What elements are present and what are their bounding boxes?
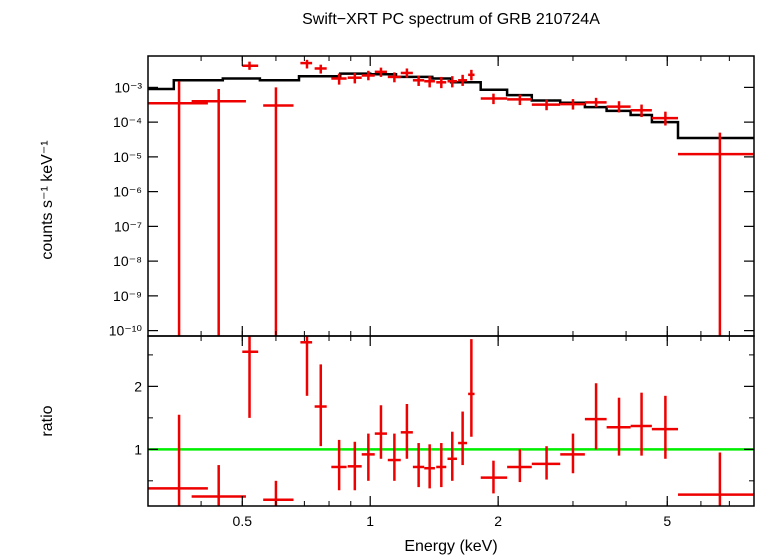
ratio-point-1 (191, 465, 246, 506)
spectrum-y-tick-label-3: 10⁻⁶ (113, 184, 142, 200)
spectrum-data-points (148, 59, 754, 336)
ratio-point-15 (447, 431, 457, 481)
ratio-y-ticks: 12 (134, 354, 754, 482)
spectrum-point-2 (242, 61, 259, 70)
ratio-panel: 12 0.5 1 2 5 ratio (39, 335, 755, 529)
ratio-point-14 (436, 443, 447, 488)
ratio-point-12 (412, 443, 425, 488)
spectrum-y-tick-label-0: 10⁻³ (114, 79, 142, 95)
spectrum-point-4 (300, 59, 313, 69)
ratio-point-21 (560, 433, 585, 474)
spectrum-point-16 (458, 74, 468, 86)
spectrum-point-6 (331, 73, 347, 85)
ratio-point-16 (458, 411, 468, 466)
ratio-point-10 (387, 433, 401, 481)
spectrum-point-24 (630, 104, 652, 118)
spectrum-point-15 (447, 76, 457, 88)
ratio-y-tick-label-1: 2 (134, 378, 142, 394)
chart-title: Swift−XRT PC spectrum of GRB 210724A (302, 11, 600, 28)
ratio-point-4 (300, 336, 313, 396)
ratio-point-2 (242, 336, 259, 418)
spectrum-point-23 (606, 101, 631, 113)
ratio-x-ticks: 0.5 1 2 5 (147, 336, 755, 529)
ratio-point-6 (331, 439, 347, 491)
spectrum-y-tick-label-1: 10⁻⁴ (113, 114, 142, 130)
spectrum-point-11 (400, 68, 413, 78)
ratio-point-7 (347, 441, 362, 491)
x-axis-label: Energy (keV) (404, 538, 497, 555)
ratio-point-13 (424, 444, 435, 489)
ratio-point-25 (651, 395, 679, 459)
model-step-path (148, 72, 754, 140)
spectrum-y-tick-label-7: 10⁻¹⁰ (109, 323, 143, 339)
ratio-point-18 (480, 460, 508, 494)
ratio-point-20 (531, 446, 561, 480)
ratio-point-17 (468, 339, 475, 437)
x-tick-label-1: 1 (366, 513, 374, 529)
spectrum-point-19 (507, 94, 532, 106)
spectrum-point-14 (436, 76, 447, 89)
spectrum-point-26 (678, 132, 754, 336)
ratio-point-22 (584, 383, 607, 450)
spectrum-point-22 (584, 97, 607, 108)
spectrum-point-21 (560, 99, 585, 110)
spectrum-y-ticks: 10⁻³ 10⁻⁴ 10⁻⁵ 10⁻⁶ 10⁻⁷ 10⁻⁸ 10⁻⁹ 10⁻¹⁰ (109, 79, 754, 339)
ratio-point-19 (507, 449, 532, 483)
spectrum-point-1 (191, 88, 246, 336)
spectrum-point-12 (412, 75, 425, 86)
spectrum-point-10 (387, 72, 401, 83)
x-tick-label-2: 2 (494, 513, 502, 529)
ratio-point-11 (400, 404, 413, 459)
spectrum-point-17 (468, 69, 475, 81)
spectrum-point-8 (361, 70, 375, 81)
ratio-point-26 (678, 452, 754, 506)
ratio-point-23 (606, 397, 631, 456)
x-tick-label-0: 0.5 (233, 513, 253, 529)
ratio-point-8 (361, 433, 375, 481)
spectrum-point-25 (651, 111, 679, 126)
ratio-point-24 (630, 392, 652, 456)
spectrum-point-13 (424, 76, 435, 88)
spectrum-point-20 (531, 99, 561, 111)
spectrum-panel: 10⁻³ 10⁻⁴ 10⁻⁵ 10⁻⁶ 10⁻⁷ 10⁻⁸ 10⁻⁹ 10⁻¹⁰ counts… (39, 55, 755, 339)
spectrum-y-tick-label-5: 10⁻⁸ (113, 253, 142, 269)
spectrum-y-tick-label-2: 10⁻⁵ (113, 149, 142, 165)
spectrum-x-ticks (147, 56, 755, 336)
spectrum-point-5 (314, 64, 327, 74)
ratio-point-3 (263, 480, 294, 506)
spectrum-point-0 (148, 81, 208, 336)
spectrum-point-7 (347, 72, 362, 84)
spectrum-point-9 (374, 67, 387, 77)
x-tick-label-3: 5 (663, 513, 671, 529)
spectrum-plot-frame (147, 55, 755, 337)
spectrum-y-tick-label-4: 10⁻⁷ (114, 218, 142, 234)
ratio-point-9 (374, 405, 387, 459)
ratio-point-0 (148, 414, 208, 506)
ratio-data-points (148, 336, 754, 506)
ratio-point-5 (314, 364, 327, 447)
ratio-y-tick-label-0: 1 (134, 441, 142, 457)
model-step-line (148, 72, 754, 140)
spectrum-y-axis-label: counts s⁻¹ keV⁻¹ (39, 140, 56, 259)
spectrum-point-18 (480, 93, 508, 105)
ratio-y-axis-label: ratio (39, 405, 56, 436)
ratio-plot-frame (147, 335, 755, 507)
spectrum-point-3 (263, 87, 294, 336)
spectrum-y-tick-label-6: 10⁻⁹ (113, 288, 142, 304)
